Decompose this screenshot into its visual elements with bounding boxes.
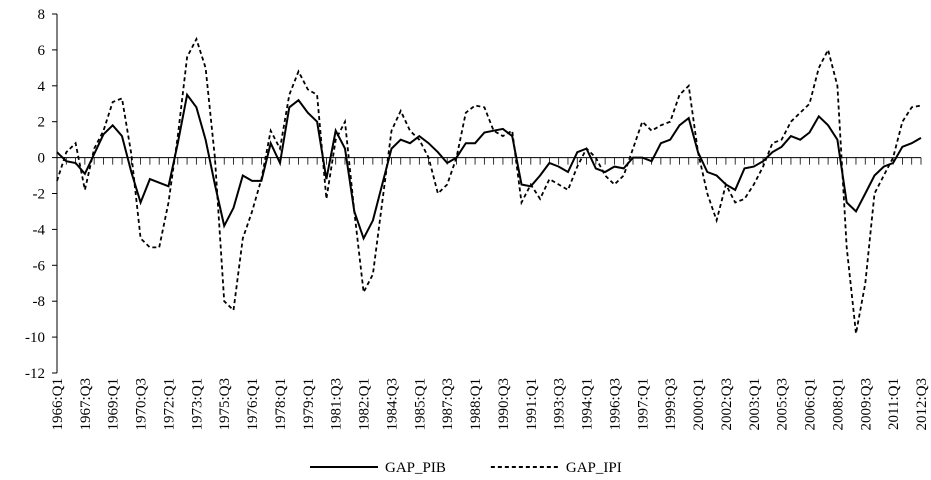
y-tick-label: 0 <box>38 151 46 167</box>
legend-label: GAP_PIB <box>385 460 446 476</box>
x-tick-label: 1978:Q1 <box>273 378 289 431</box>
x-tick-label: 2005:Q3 <box>775 378 791 431</box>
y-tick-label: 6 <box>38 43 46 59</box>
x-tick-label: 1967:Q3 <box>78 378 94 431</box>
x-tick-label: 1970:Q3 <box>134 378 150 431</box>
x-tick-label: 1994:Q1 <box>580 378 596 431</box>
x-tick-label: 1979:Q1 <box>301 378 317 431</box>
y-tick-label: 4 <box>38 79 46 95</box>
x-tick-label: 2002:Q3 <box>719 378 735 431</box>
x-tick-label: 1987:Q3 <box>440 378 456 431</box>
x-tick-label: 2012:Q3 <box>914 378 930 431</box>
y-tick-label: -4 <box>33 222 46 238</box>
x-tick-label: 1985:Q1 <box>412 378 428 431</box>
y-tick-label: 2 <box>38 115 46 131</box>
y-tick-label: -6 <box>33 258 46 274</box>
x-tick-label: 1972:Q1 <box>161 378 177 431</box>
y-tick-label: -8 <box>33 294 46 310</box>
x-tick-label: 2008:Q1 <box>830 378 846 431</box>
series-line <box>56 92 922 241</box>
x-tick-label: 1982:Q1 <box>357 378 373 431</box>
x-tick-label: 1966:Q1 <box>50 378 66 431</box>
x-tick-label: 1988:Q1 <box>468 378 484 431</box>
x-tick-label: 2009:Q3 <box>858 378 874 431</box>
x-tick-label: 1975:Q3 <box>217 378 233 431</box>
y-tick-label: -10 <box>25 330 45 346</box>
x-tick-label: 1991:Q1 <box>524 378 540 431</box>
y-tick-label: 8 <box>38 7 46 23</box>
x-tick-label: 1981:Q3 <box>329 378 345 431</box>
x-tick-label: 2000:Q1 <box>691 378 707 431</box>
x-tick-label: 1993:Q3 <box>552 378 568 431</box>
x-tick-label: 1973:Q1 <box>189 378 205 431</box>
x-tick-label: 2011:Q1 <box>886 378 902 430</box>
series-line <box>56 36 922 334</box>
x-tick-label: 1976:Q1 <box>245 378 261 431</box>
x-tick-label: 1969:Q1 <box>106 378 122 431</box>
x-tick-label: 1999:Q3 <box>663 378 679 431</box>
x-tick-label: 2003:Q1 <box>747 378 763 431</box>
x-tick-label: 1990:Q3 <box>496 378 512 431</box>
y-tick-label: -12 <box>25 366 45 382</box>
legend-label: GAP_IPI <box>566 460 622 476</box>
y-tick-label: -2 <box>33 187 46 203</box>
x-tick-label: 1996:Q3 <box>607 378 623 431</box>
x-tick-label: 1984:Q3 <box>384 378 400 431</box>
x-tick-label: 2006:Q1 <box>803 378 819 431</box>
x-tick-label: 1997:Q1 <box>635 378 651 431</box>
